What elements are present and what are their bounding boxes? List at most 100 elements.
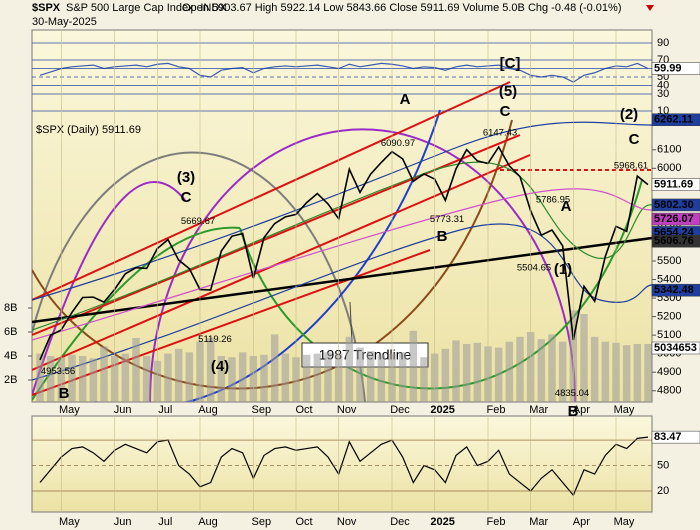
y-tick-label: 4900 [657, 366, 681, 378]
wave-label: C [500, 103, 511, 120]
quote: Open 5903.67 High 5922.14 Low 5843.66 Cl… [182, 2, 622, 14]
wave-label: [C] [500, 55, 521, 72]
x-tick-label: Jul [158, 404, 172, 416]
value-box [651, 113, 700, 126]
price-line [39, 145, 649, 361]
value-box [651, 178, 700, 191]
volume-bar [452, 340, 460, 402]
volume-bar [366, 351, 375, 402]
price-extreme-label: 4835.04 [555, 388, 589, 399]
x-tick-label: Sep [252, 404, 272, 416]
volume-bar [409, 330, 418, 402]
volume-bar [217, 356, 226, 402]
volume-bar [622, 345, 631, 402]
volume-bar [174, 348, 183, 402]
value-label: 83.47 [654, 431, 682, 443]
volume-bar [238, 352, 247, 402]
indicator-line [39, 62, 649, 83]
moving-average [32, 188, 652, 341]
volume-bar [46, 356, 55, 402]
volume-bar [356, 347, 364, 402]
x-tick-label: Dec [390, 404, 410, 416]
lower-band [32, 223, 652, 381]
y-tick-label: 5200 [657, 310, 681, 322]
channel-line [32, 249, 431, 396]
volume-bar [601, 341, 610, 402]
x-tick-label: Apr [573, 404, 590, 416]
value-label: 5034653 [654, 342, 697, 354]
date: 30-May-2025 [32, 16, 97, 28]
x-tick-label: Aug [198, 404, 218, 416]
wave-label: B [437, 228, 448, 245]
volume-bar [324, 352, 332, 402]
volume-bar [505, 341, 514, 402]
value-label: 5802.30 [654, 199, 694, 211]
y-tick-label: 90 [657, 37, 669, 49]
price-extreme-label: 5773.31 [430, 214, 464, 225]
x-tick-label: Nov [337, 404, 357, 416]
x-tick-label: Apr [573, 516, 590, 528]
volume-bar [36, 353, 44, 402]
wave-label: (5) [499, 83, 517, 100]
x-tick-label: Oct [295, 404, 312, 416]
value-box [651, 234, 700, 248]
x-tick-label: Jul [158, 516, 172, 528]
volume-bar [260, 354, 268, 402]
x-tick-label: 2025 [430, 516, 454, 528]
volume-bar [302, 354, 311, 402]
y-tick-label: 4B [4, 350, 17, 362]
upper-band [32, 121, 652, 301]
x-tick-label: Feb [487, 516, 506, 528]
purple-arc [149, 128, 576, 402]
value-box [651, 430, 700, 444]
price-extreme-label: 5968.61 [614, 161, 648, 172]
volume-bar [164, 353, 172, 402]
y-tick-label: 2B [4, 374, 17, 386]
channel-line [32, 81, 511, 301]
y-tick-label: 5500 [657, 255, 681, 267]
value-label: 5606.76 [654, 235, 694, 247]
volume-bar [377, 354, 386, 402]
wave-label: (1) [554, 261, 572, 278]
price-extreme-label: 5786.95 [536, 194, 570, 205]
wave-label: C [181, 189, 192, 206]
volume-bar [462, 344, 471, 402]
value-label: 6262.11 [654, 114, 693, 126]
y-tick-label: 4800 [657, 385, 681, 397]
rsi-plot [39, 436, 649, 497]
volume-bar [281, 353, 290, 402]
y-tick-label: 40 [657, 79, 669, 91]
volume-bar [516, 336, 524, 402]
down-arrow [646, 5, 654, 11]
overlays [32, 81, 652, 402]
x-tick-label: May [614, 516, 635, 528]
volume-bar [590, 336, 599, 402]
value-label: 5911.69 [654, 179, 693, 191]
wave-label: C [629, 131, 640, 148]
wave-label: (4) [211, 358, 229, 375]
x-tick-label: May [59, 404, 80, 416]
volume-bar [313, 353, 322, 402]
x-tick-label: May [614, 404, 635, 416]
volume-bar [441, 348, 450, 402]
symbol: $SPX [32, 2, 61, 14]
volume-bar [398, 352, 407, 402]
value-box [651, 341, 700, 355]
indicator-line [39, 436, 649, 497]
price-extreme-label: 5669.67 [181, 216, 215, 227]
y-tick-label: 50 [657, 459, 669, 471]
y-tick-label: 20 [657, 485, 669, 497]
x-tick-label: Nov [337, 516, 357, 528]
price-extreme-label: 5119.26 [198, 334, 232, 345]
channel-line [32, 154, 531, 371]
price-extreme-label: 5504.65 [517, 263, 551, 274]
value-box [651, 283, 700, 297]
value-box [651, 198, 700, 212]
volume-bar [548, 334, 556, 402]
volume-bar [100, 346, 108, 402]
value-box [651, 62, 700, 75]
volume-bar [270, 334, 279, 402]
wave-label: (2) [620, 106, 638, 123]
y-tick-label: 5400 [657, 273, 681, 285]
trendline-label: 1987 Trendline [319, 347, 412, 363]
